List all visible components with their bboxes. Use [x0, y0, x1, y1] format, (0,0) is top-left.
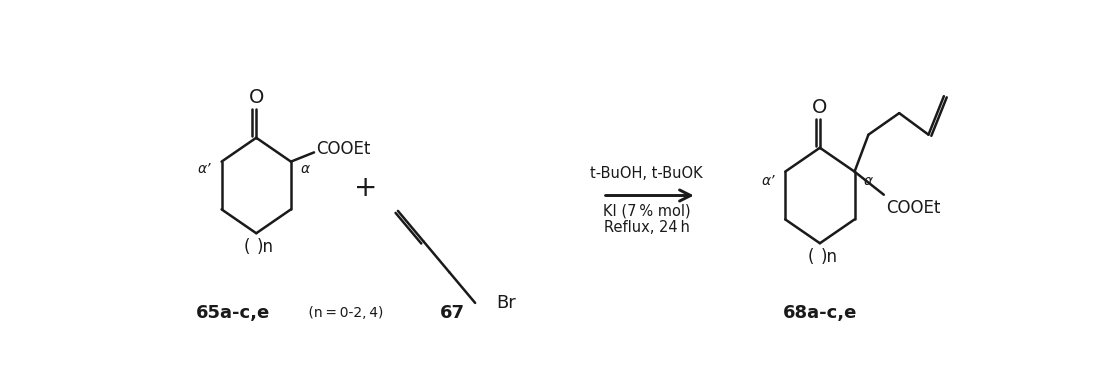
Text: (: ( [808, 248, 814, 266]
Text: Reflux, 24 h: Reflux, 24 h [604, 220, 690, 235]
Text: 65a-c,e: 65a-c,e [196, 304, 270, 322]
Text: 67: 67 [440, 304, 464, 322]
Text: O: O [812, 98, 828, 117]
Text: (n = 0-2, 4): (n = 0-2, 4) [304, 306, 384, 320]
Text: α: α [300, 162, 309, 176]
Text: α’: α’ [198, 162, 211, 176]
Text: t-BuOH, t-BuOK: t-BuOH, t-BuOK [590, 166, 703, 181]
Text: )n: )n [257, 238, 275, 256]
Text: )n: )n [820, 248, 838, 266]
Text: COOEt: COOEt [886, 199, 941, 217]
Text: +: + [354, 174, 377, 202]
Text: Br: Br [497, 294, 517, 312]
Text: α’: α’ [761, 174, 775, 188]
Text: O: O [249, 88, 264, 107]
Text: α: α [864, 174, 873, 188]
Text: KI (7 % mol): KI (7 % mol) [603, 203, 691, 218]
Text: 68a-c,e: 68a-c,e [782, 304, 857, 322]
Text: COOEt: COOEt [316, 140, 371, 158]
Text: (: ( [243, 238, 250, 256]
